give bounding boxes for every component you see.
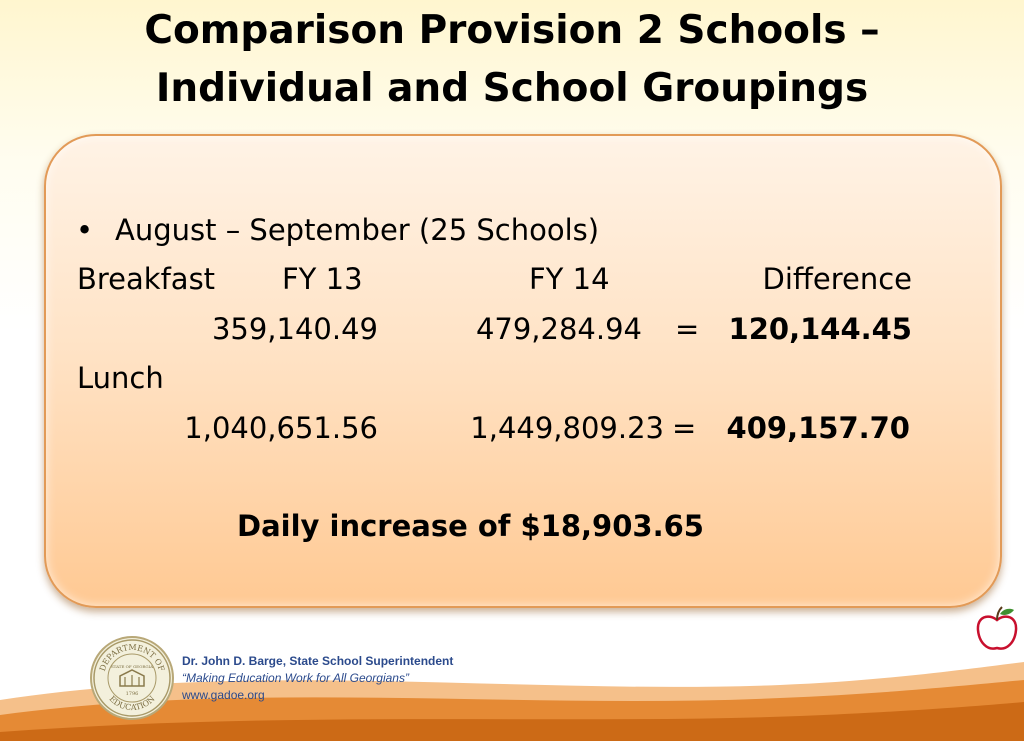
header-fy13: FY 13 [282, 262, 363, 296]
apple-icon [976, 606, 1018, 650]
footer-url[interactable]: www.gadoe.org [182, 688, 265, 702]
breakfast-label: Breakfast [77, 262, 216, 296]
seal-inner-text: STATE OF GEORGIA [111, 664, 153, 669]
daily-increase-text: Daily increase of $18,903.65 [237, 509, 704, 543]
footer-name: Dr. John D. Barge, State School Superint… [182, 654, 454, 668]
lunch-fy14-value: 1,449,809.23 [470, 411, 664, 445]
header-difference: Difference [762, 262, 912, 296]
title-line-2: Individual and School Groupings [155, 66, 869, 111]
lunch-equals: = [672, 411, 697, 445]
georgia-doe-seal-icon: DEPARTMENT OF EDUCATION STATE OF GEORGIA… [90, 636, 174, 720]
seal-year: 1796 [126, 691, 139, 697]
title-line-1: Comparison Provision 2 Schools – [144, 8, 880, 53]
breakfast-difference-value: 120,144.45 [728, 312, 912, 346]
header-fy14: FY 14 [529, 262, 610, 296]
footer-tagline: “Making Education Work for All Georgians… [182, 671, 409, 685]
bullet-text: August – September (25 Schools) [115, 213, 600, 247]
footer-wave [0, 662, 1024, 741]
lunch-difference-value: 409,157.70 [726, 411, 910, 445]
breakfast-fy13-value: 359,140.49 [211, 312, 378, 346]
breakfast-equals: = [675, 312, 700, 346]
bullet-marker: • [76, 213, 94, 247]
slide-title: Comparison Provision 2 Schools – Individ… [0, 2, 1024, 118]
lunch-fy13-value: 1,040,651.56 [184, 411, 378, 445]
lunch-label: Lunch [77, 361, 164, 395]
breakfast-fy14-value: 479,284.94 [475, 312, 642, 346]
content-box [44, 134, 1002, 608]
